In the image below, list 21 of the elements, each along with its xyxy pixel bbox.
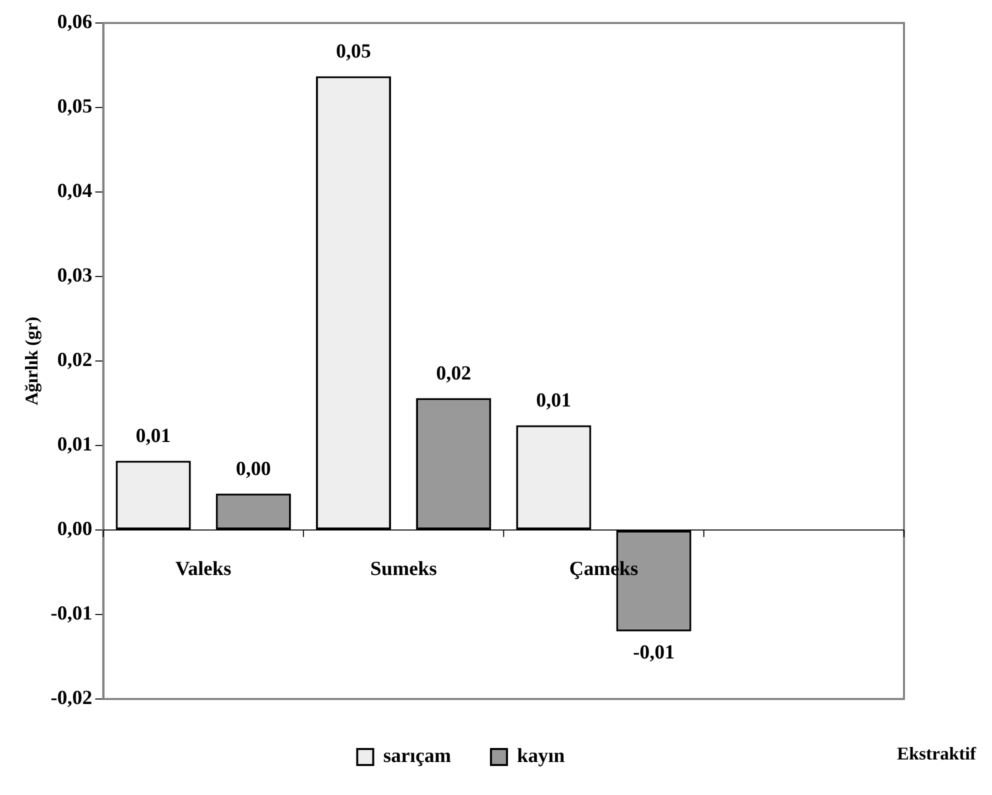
y-tick-label: -0,01 — [50, 602, 92, 625]
y-tick-label: 0,01 — [57, 434, 92, 456]
y-tick-label: 0,05 — [57, 96, 92, 118]
x-tick-label: Sumeks — [370, 558, 438, 580]
y-axis-title: Ağırlık (gr) — [21, 316, 42, 406]
x-axis-title: Ekstraktif — [896, 744, 977, 764]
y-tick-label: 0,03 — [57, 264, 92, 287]
legend-label: kayın — [516, 745, 565, 768]
y-tick-label: 0,04 — [57, 180, 92, 202]
data-label: 0,01 — [136, 424, 171, 447]
y-tick-label: 0,02 — [57, 349, 92, 372]
data-label: 0,02 — [436, 362, 472, 384]
x-tick-label: Valeks — [175, 558, 232, 580]
data-label: 0,01 — [536, 389, 572, 412]
y-tick-label: 0,00 — [57, 518, 92, 540]
data-label: 0,05 — [336, 40, 371, 62]
y-tick-label: 0,06 — [57, 11, 92, 34]
y-tick-label: -0,02 — [50, 687, 92, 710]
legend-label: sarıçam — [383, 745, 452, 768]
data-label: 0,00 — [236, 458, 271, 480]
data-label: -0,01 — [632, 642, 675, 664]
